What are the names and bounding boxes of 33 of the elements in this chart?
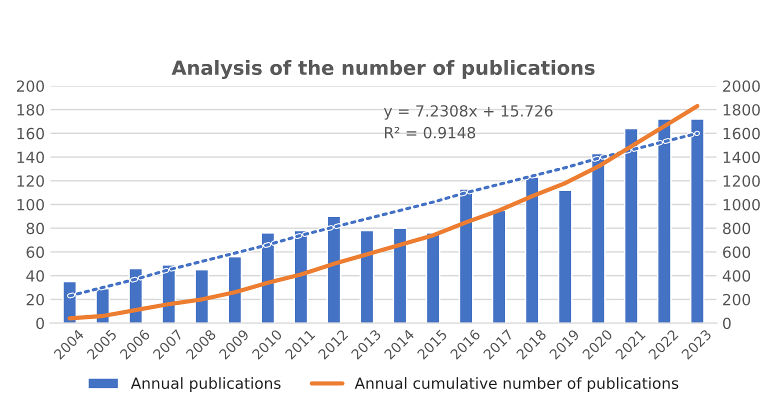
legend-label: Annual publications: [130, 377, 281, 392]
bar: [360, 230, 374, 324]
bar: [426, 232, 440, 324]
y2-tick-label: 600: [723, 246, 750, 258]
y2-tick-label: 1400: [724, 152, 760, 164]
y-tick-label: 80: [26, 222, 44, 234]
y2-tick-label: 800: [723, 222, 750, 234]
y-tick-label: 60: [26, 246, 44, 258]
chart-title: Analysis of the number of publications: [172, 60, 595, 79]
bar: [492, 210, 506, 324]
y2-tick-label: 1000: [724, 198, 760, 211]
y2-tick-label: 2000: [723, 80, 760, 92]
y2-tick-label: 1800: [724, 104, 760, 116]
bar: [392, 228, 408, 324]
legend-label: Annual cumulative number of publications: [354, 377, 678, 392]
y-tick-label: 120: [18, 175, 44, 187]
y2-tick-label: 1600: [724, 128, 760, 140]
y2-tick-label: 1200: [724, 175, 760, 187]
y2-tick-label: 400: [722, 270, 750, 282]
bar: [194, 269, 210, 324]
y-tick-label: 200: [16, 80, 44, 92]
y2-tick-label: 200: [723, 294, 750, 306]
y-tick-label: 160: [18, 128, 44, 140]
y-tick-label: 40: [26, 270, 44, 282]
annotation: y = 7.2308x + 15.726 R² = 0.9148: [384, 105, 553, 138]
line-series: [68, 104, 700, 320]
y-tick-label: 20: [26, 294, 44, 306]
y-tick-label: 140: [18, 152, 44, 164]
y-tick-label: 100: [18, 198, 44, 211]
bar: [558, 190, 572, 324]
y-tick-label: 0: [36, 318, 44, 330]
y2-tick-label: 0: [723, 318, 731, 330]
y-tick-label: 180: [18, 104, 44, 116]
